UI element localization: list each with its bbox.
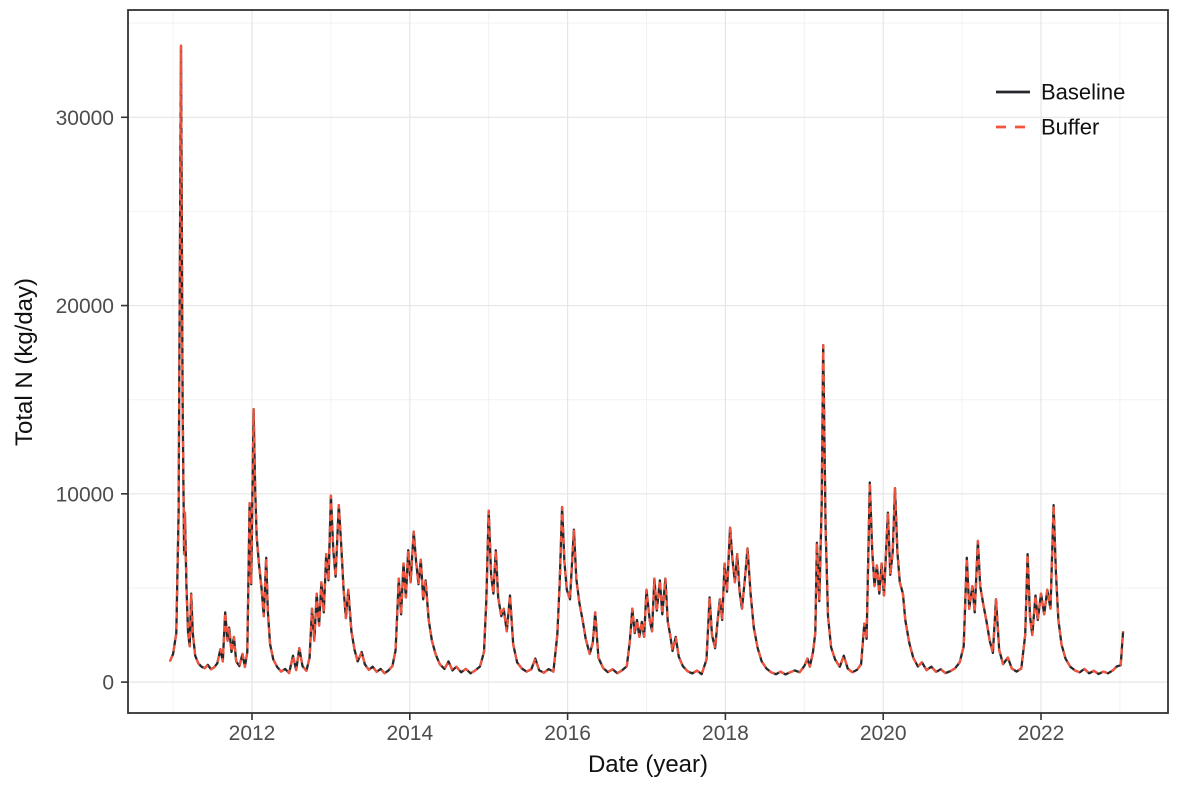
axis-tick-labels: 2012 2014 2016 2018 2020 2022 0 10000 20000 30000 (56, 107, 1065, 745)
data-series (168, 44, 1125, 676)
series-buffer-line (168, 44, 1125, 676)
y-tick-label: 0 (102, 672, 114, 695)
axis-ticks (121, 116, 1042, 720)
x-tick-label: 2018 (702, 722, 749, 745)
x-axis-title: Date (year) (588, 751, 708, 778)
gridlines-minor (128, 10, 1168, 713)
gridlines-major (128, 10, 1168, 713)
y-axis-title: Total N (kg/day) (11, 278, 38, 446)
x-tick-label: 2020 (860, 722, 907, 745)
panel-border (127, 9, 1169, 714)
legend-item-buffer: Buffer (996, 115, 1099, 140)
legend: Baseline Buffer (996, 80, 1125, 140)
y-tick-label: 20000 (56, 295, 114, 318)
legend-label: Buffer (1041, 115, 1099, 140)
legend-item-baseline: Baseline (996, 80, 1125, 105)
legend-label: Baseline (1041, 80, 1125, 105)
x-tick-label: 2014 (386, 722, 433, 745)
x-tick-label: 2012 (229, 722, 276, 745)
y-tick-label: 10000 (56, 483, 114, 506)
y-tick-label: 30000 (56, 107, 114, 130)
axis-titles: Date (year) Total N (kg/day) (11, 278, 708, 778)
x-tick-label: 2022 (1018, 722, 1065, 745)
x-tick-label: 2016 (544, 722, 591, 745)
